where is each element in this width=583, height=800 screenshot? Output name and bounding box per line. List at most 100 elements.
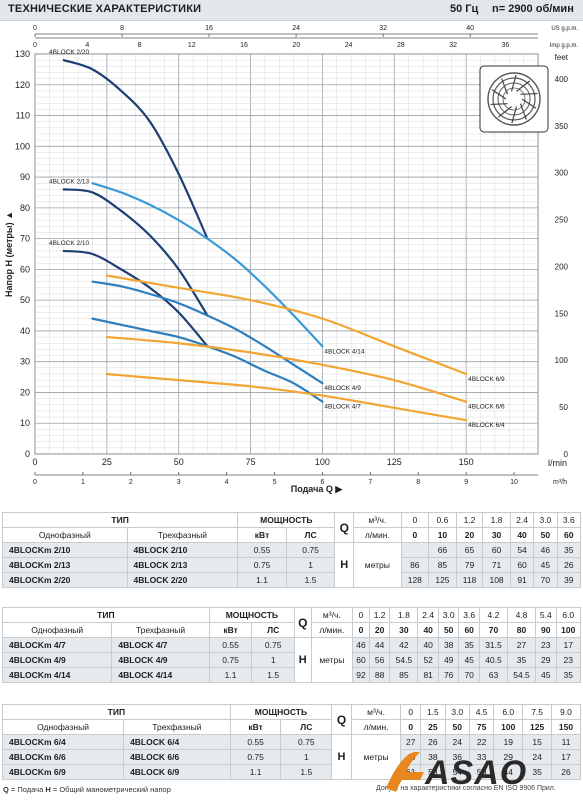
power-kw: 0.55 xyxy=(229,734,282,750)
hp-header: ЛС xyxy=(285,527,336,543)
head-value: 54.5 xyxy=(389,652,419,668)
head-value: 31.5 xyxy=(478,637,508,653)
page-title: ТЕХНИЧЕСКИЕ ХАРАКТЕРИСТИКИ xyxy=(8,3,202,15)
series-label: 4BLOCK 2/20 xyxy=(49,49,89,56)
q-m3h-value: 3.0 xyxy=(444,704,470,720)
feet-tick-label: 300 xyxy=(555,169,569,178)
head-value: 60 xyxy=(509,557,535,573)
usgpm-tick-label: 0 xyxy=(33,25,37,32)
head-value: 70 xyxy=(533,572,558,588)
series-label: 4BLOCK 4/9 xyxy=(324,385,361,392)
y-tick-label: 50 xyxy=(20,295,30,305)
model-three-phase: 4BLOCK 4/14 xyxy=(111,667,210,683)
y-tick-label: 90 xyxy=(20,172,30,182)
usgpm-tick-label: 8 xyxy=(120,25,124,32)
rpm-label: n= 2900 об/мин xyxy=(492,3,574,15)
power-hp: 1.5 xyxy=(285,572,336,588)
type-header: ТИП xyxy=(2,704,231,720)
q-m3h-value: 0 xyxy=(352,607,370,623)
kw-header: кВт xyxy=(237,527,287,543)
head-value: 81 xyxy=(417,667,439,683)
q-lmin-value: 20 xyxy=(455,527,484,543)
h-unit: метры xyxy=(353,542,402,588)
y-tick-label: 0 xyxy=(25,449,30,459)
power-kw: 0.75 xyxy=(208,652,253,668)
type-header: ТИП xyxy=(1,512,239,528)
head-value: 45 xyxy=(533,557,558,573)
q-lmin-value: 100 xyxy=(555,622,582,638)
head-value: 88 xyxy=(368,667,391,683)
power-kw: 0.75 xyxy=(229,749,282,765)
q-symbol: Q xyxy=(331,704,352,735)
head-value: 44 xyxy=(368,637,391,653)
head-value: 79 xyxy=(455,557,484,573)
kw-header: кВт xyxy=(208,622,253,638)
m3h-tick-label: 9 xyxy=(464,479,468,486)
q-lmin-value: 0 xyxy=(400,527,430,543)
x-tick-label: 150 xyxy=(459,457,474,467)
head-value-empty xyxy=(400,542,430,558)
h-symbol: H xyxy=(331,734,352,780)
y-tick-label: 40 xyxy=(20,326,30,336)
power-kw: 1.1 xyxy=(208,667,253,683)
head-value: 26 xyxy=(556,557,582,573)
head-value: 76 xyxy=(437,667,460,683)
q-lmin-value: 25 xyxy=(420,719,446,735)
impgpm-tick-label: 28 xyxy=(397,42,405,49)
series-line xyxy=(62,188,209,317)
head-value: 85 xyxy=(389,667,419,683)
head-value: 49 xyxy=(437,652,460,668)
q-lmin-value: 150 xyxy=(551,719,581,735)
x-unit-label: l/min xyxy=(548,458,567,468)
x-tick-label: 100 xyxy=(315,457,330,467)
head-value: 128 xyxy=(400,572,430,588)
series-line xyxy=(105,372,468,422)
model-three-phase: 4BLOCK 2/20 xyxy=(126,572,239,588)
impgpm-unit-label: Imp g.p.m. xyxy=(550,43,579,49)
m3h-tick-label: 2 xyxy=(129,479,133,486)
model-three-phase: 4BLOCK 2/10 xyxy=(126,542,239,558)
q-m3h-value: 5.4 xyxy=(535,607,557,623)
footer-q-key: Q xyxy=(3,785,9,794)
model-single-phase: 4BLOCKm 4/9 xyxy=(1,652,113,668)
model-single-phase: 4BLOCKm 4/14 xyxy=(1,667,113,683)
brand-logo xyxy=(386,752,424,792)
m3h-tick-label: 1 xyxy=(81,479,85,486)
head-value: 35 xyxy=(555,667,582,683)
power-hp: 1 xyxy=(285,557,336,573)
y-tick-label: 80 xyxy=(20,203,30,213)
feet-tick-label: 250 xyxy=(555,216,569,225)
frequency-label: 50 Гц xyxy=(450,3,479,15)
head-value: 54 xyxy=(444,764,470,780)
lmin-unit: л/мин. xyxy=(310,622,354,638)
head-value: 46 xyxy=(533,542,558,558)
q-m3h-value: 6.0 xyxy=(555,607,582,623)
table-row: 4BLOCKm 4/9 4BLOCK 4/9 0.75 1 60 56 54.5 52 49 45… xyxy=(1,652,582,668)
m3h-tick-label: 0 xyxy=(33,479,37,486)
three-phase-header: Трехфазный xyxy=(126,527,239,543)
head-value: 50 xyxy=(468,764,495,780)
impgpm-tick-label: 12 xyxy=(188,42,196,49)
model-single-phase: 4BLOCKm 2/10 xyxy=(2,542,128,558)
head-value: 52 xyxy=(417,652,439,668)
table-header-row: Однофазный Трехфазный кВт ЛС л/мин. 0 10 20 30 40… xyxy=(2,527,582,543)
head-value: 29 xyxy=(535,652,557,668)
head-value: 19 xyxy=(493,734,524,750)
head-value: 63 xyxy=(478,667,508,683)
feet-tick-label: 400 xyxy=(555,75,569,84)
q-lmin-value: 50 xyxy=(437,622,460,638)
q-lmin-value: 10 xyxy=(428,527,457,543)
impgpm-tick-label: 0 xyxy=(33,42,37,49)
model-three-phase: 4BLOCK 2/13 xyxy=(126,557,239,573)
q-m3h-value: 1.8 xyxy=(482,512,511,528)
series-line xyxy=(105,274,468,376)
head-value: 91 xyxy=(509,572,535,588)
q-m3h-value: 1.2 xyxy=(368,607,391,623)
tolerance-note: Допуск на характеристики согласно EN ISO… xyxy=(376,785,556,792)
single-phase-header: Однофазный xyxy=(2,527,128,543)
power-header: МОЩНОСТЬ xyxy=(229,704,333,720)
series-label: 4BLOCK 2/10 xyxy=(49,240,89,247)
table-row: 4BLOCKm 4/14 4BLOCK 4/14 1.1 1.5 92 88 85 81 76 7… xyxy=(1,667,582,683)
